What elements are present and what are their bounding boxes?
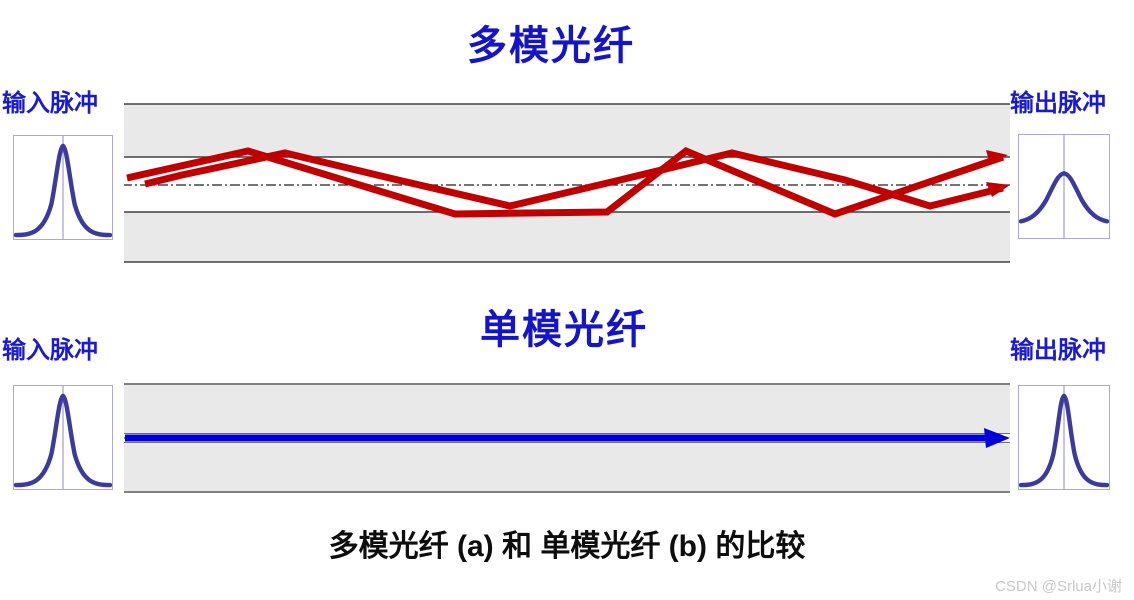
singlemode-fiber-diagram (124, 382, 1010, 494)
panel-title-multimode: 多模光纤 (467, 24, 635, 68)
multimode-ray-path-2 (144, 149, 1004, 210)
input-pulse-plot-multimode (13, 135, 113, 240)
multimode-ray-arrowhead-1 (986, 150, 1008, 165)
top-cladding-band (124, 104, 1010, 157)
panel-title-singlemode: 单模光纤 (480, 308, 648, 352)
output-pulse-plot-singlemode (1018, 385, 1110, 490)
pulse-curve-narrow (14, 393, 112, 488)
input-pulse-label-multimode: 输入脉冲 (2, 90, 98, 117)
bottom-cladding-band (124, 212, 1010, 262)
output-pulse-plot-multimode (1018, 134, 1110, 239)
pulse-curve-narrow (1019, 393, 1109, 488)
multimode-ray-path-1 (126, 146, 1005, 218)
top-cladding-band (124, 384, 1010, 434)
multimode-ray-arrowhead-2 (986, 182, 1010, 197)
input-pulse-label-singlemode: 输入脉冲 (2, 337, 98, 364)
pulse-curve-broadened (1019, 171, 1109, 224)
watermark-text: CSDN @Srlua小谢 (995, 578, 1122, 595)
multimode-fiber-diagram (124, 100, 1010, 266)
output-pulse-label-singlemode: 输出脉冲 (1010, 337, 1106, 364)
singlemode-ray-arrowhead (984, 428, 1010, 448)
bottom-cladding-band (124, 443, 1010, 492)
output-pulse-label-multimode: 输出脉冲 (1010, 90, 1106, 117)
figure-caption: 多模光纤 (a) 和 单模光纤 (b) 的比较 (328, 530, 806, 563)
pulse-curve-narrow (14, 143, 112, 238)
input-pulse-plot-singlemode (13, 385, 113, 490)
